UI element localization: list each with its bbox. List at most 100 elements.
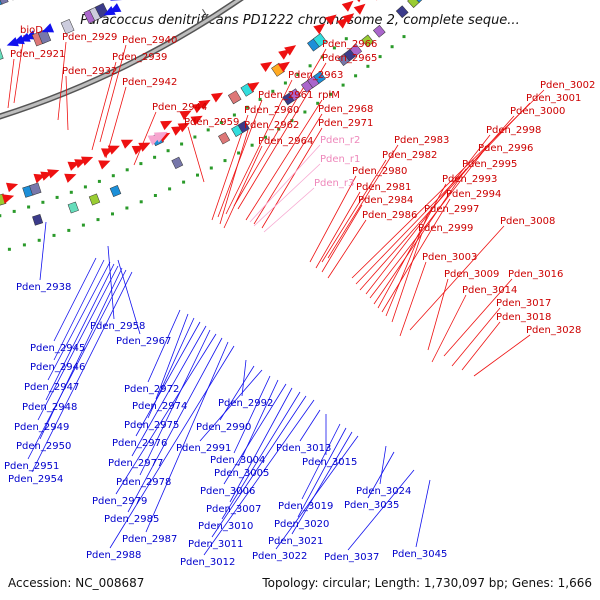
reverse-gene-label[interactable]: Pden_3015 xyxy=(302,457,357,468)
forward-gene-label[interactable]: Pden_2986 xyxy=(362,210,417,221)
forward-gene-label[interactable]: Pden_2944 xyxy=(152,102,207,113)
rna-gene-label[interactable]: Pden_r2 xyxy=(320,135,360,146)
forward-gene-label[interactable]: Pden_2998 xyxy=(486,125,541,136)
reverse-gene-label[interactable]: Pden_3024 xyxy=(356,486,411,497)
reverse-leader-line xyxy=(299,409,321,442)
forward-gene-label[interactable]: Pden_2968 xyxy=(318,104,373,115)
forward-gene-label[interactable]: Pden_3002 xyxy=(540,80,595,91)
reverse-gene-label[interactable]: Pden_2977 xyxy=(108,458,163,469)
reverse-gene-label[interactable]: Pden_2947 xyxy=(24,382,79,393)
forward-gene-label[interactable]: Pden_3028 xyxy=(526,325,581,336)
forward-gene-label[interactable]: rplM xyxy=(318,90,340,101)
reverse-gene-label[interactable]: Pden_3010 xyxy=(198,521,253,532)
guide-dot xyxy=(139,200,143,204)
forward-gene-label[interactable]: Pden_2999 xyxy=(418,223,473,234)
forward-gene-label[interactable]: Pden_2971 xyxy=(318,118,373,129)
forward-gene-label[interactable]: Pden_2959 xyxy=(184,117,239,128)
forward-gene-label[interactable]: bioD xyxy=(20,25,43,36)
reverse-gene-label[interactable]: Pden_2938 xyxy=(16,282,71,293)
reverse-gene-label[interactable]: Pden_2985 xyxy=(104,514,159,525)
forward-gene-label[interactable]: Pden_2940 xyxy=(122,35,177,46)
forward-gene-label[interactable]: Pden_2962 xyxy=(244,120,299,131)
reverse-gene-label[interactable]: Pden_2945 xyxy=(30,343,85,354)
reverse-gene-label[interactable]: Pden_3021 xyxy=(268,536,323,547)
forward-gene-label[interactable]: Pden_2929 xyxy=(62,32,117,43)
forward-gene-label[interactable]: Pden_2996 xyxy=(478,143,533,154)
forward-gene-label[interactable]: Pden_2982 xyxy=(382,150,437,161)
forward-gene-label[interactable]: Pden_2993 xyxy=(442,174,497,185)
forward-gene-label[interactable]: Pden_2921 xyxy=(10,49,65,60)
reverse-gene-label[interactable]: Pden_3007 xyxy=(206,504,261,515)
forward-leader-line xyxy=(369,152,483,299)
reverse-gene-label[interactable]: Pden_2978 xyxy=(116,477,171,488)
reverse-gene-label[interactable]: Pden_2951 xyxy=(4,461,59,472)
guide-dot xyxy=(196,173,199,177)
reverse-leader-line xyxy=(155,313,189,400)
forward-label-lines xyxy=(7,34,545,377)
forward-leader-line xyxy=(91,61,117,151)
forward-gene-label[interactable]: Pden_2960 xyxy=(244,105,299,116)
reverse-gene-label[interactable]: Pden_2958 xyxy=(90,321,145,332)
reverse-gene-label[interactable]: Pden_3035 xyxy=(344,500,399,511)
reverse-gene-label[interactable]: Pden_3013 xyxy=(276,443,331,454)
reverse-gene-label[interactable]: Pden_2950 xyxy=(16,441,71,452)
reverse-gene-label[interactable]: Pden_2990 xyxy=(196,422,251,433)
reverse-gene-label[interactable]: Pden_2988 xyxy=(86,550,141,561)
reverse-gene-label[interactable]: Pden_3020 xyxy=(274,519,329,530)
reverse-gene-label[interactable]: Pden_3005 xyxy=(214,468,269,479)
forward-gene-label[interactable]: Pden_3014 xyxy=(462,285,517,296)
forward-gene-label[interactable]: Pden_2932 xyxy=(62,66,117,77)
gene-box xyxy=(288,88,301,102)
reverse-gene-label[interactable]: Pden_2987 xyxy=(122,534,177,545)
reverse-gene-label[interactable]: Pden_2992 xyxy=(218,398,273,409)
reverse-gene-label[interactable]: Pden_2975 xyxy=(124,420,179,431)
forward-gene-label[interactable]: Pden_3009 xyxy=(444,269,499,280)
reverse-gene-label[interactable]: Pden_3006 xyxy=(200,486,255,497)
reverse-gene-label[interactable]: Pden_3019 xyxy=(278,501,333,512)
reverse-gene-label[interactable]: Pden_2979 xyxy=(92,496,147,507)
forward-gene-label[interactable]: Pden_3017 xyxy=(496,298,551,309)
forward-gene-label[interactable]: Pden_2983 xyxy=(394,135,449,146)
reverse-gene-label[interactable]: Pden_2974 xyxy=(132,401,187,412)
forward-gene-label[interactable]: Pden_2964 xyxy=(258,136,313,147)
forward-gene-label[interactable]: Pden_2939 xyxy=(112,52,167,63)
forward-gene-label[interactable]: Pden_2994 xyxy=(446,189,501,200)
forward-gene-label[interactable]: Pden_2963 xyxy=(288,70,343,81)
reverse-gene-label[interactable]: Pden_2967 xyxy=(116,336,171,347)
forward-gene-label[interactable]: Pden_2965 xyxy=(322,53,377,64)
guide-dot xyxy=(55,195,59,199)
reverse-gene-label[interactable]: Pden_3037 xyxy=(324,552,379,563)
reverse-gene-label[interactable]: Pden_3004 xyxy=(210,455,265,466)
reverse-gene-label[interactable]: Pden_2991 xyxy=(176,443,231,454)
reverse-gene-label[interactable]: Pden_2949 xyxy=(14,422,69,433)
reverse-leader-line xyxy=(241,359,247,397)
forward-gene-label[interactable]: Pden_2995 xyxy=(462,159,517,170)
guide-dot xyxy=(209,166,213,170)
forward-leader-line xyxy=(223,145,263,229)
forward-gene-label[interactable]: Pden_3000 xyxy=(510,106,565,117)
forward-gene-label[interactable]: Pden_2966 xyxy=(322,39,377,50)
forward-gene-label[interactable]: Pden_2981 xyxy=(356,182,411,193)
rna-gene-label[interactable]: Pden_r3 xyxy=(314,178,354,189)
forward-gene-label[interactable]: Pden_3016 xyxy=(508,269,563,280)
reverse-gene-label[interactable]: Pden_3045 xyxy=(392,549,447,560)
reverse-gene-label[interactable]: Pden_2976 xyxy=(112,438,167,449)
forward-gene-label[interactable]: Pden_3018 xyxy=(496,312,551,323)
reverse-gene-label[interactable]: Pden_3022 xyxy=(252,551,307,562)
forward-gene-label[interactable]: Pden_3003 xyxy=(422,252,477,263)
forward-gene-label[interactable]: Pden_3008 xyxy=(500,216,555,227)
rna-gene-label[interactable]: Pden_r1 xyxy=(320,154,360,165)
reverse-gene-label[interactable]: Pden_2972 xyxy=(124,384,179,395)
forward-gene-label[interactable]: Pden_2980 xyxy=(352,166,407,177)
reverse-gene-label[interactable]: Pden_3012 xyxy=(180,557,235,568)
forward-gene-label[interactable]: Pden_2984 xyxy=(358,195,413,206)
reverse-gene-label[interactable]: Pden_2948 xyxy=(22,402,77,413)
forward-gene-label[interactable]: Pden_2942 xyxy=(122,77,177,88)
forward-gene-label[interactable]: Pden_2997 xyxy=(424,204,479,215)
forward-gene-label[interactable]: Pden_3001 xyxy=(526,93,581,104)
reverse-gene-label[interactable]: Pden_2954 xyxy=(8,474,63,485)
reverse-label-lines xyxy=(27,221,431,556)
reverse-gene-label[interactable]: Pden_3011 xyxy=(188,539,243,550)
reverse-gene-label[interactable]: Pden_2946 xyxy=(30,362,85,373)
forward-gene-label[interactable]: Pden_2961 xyxy=(258,90,313,101)
